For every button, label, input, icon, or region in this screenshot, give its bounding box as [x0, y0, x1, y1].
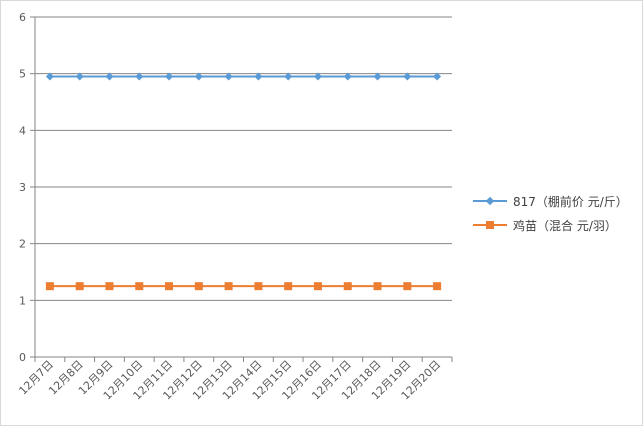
- data-point-series-2: [45, 282, 54, 291]
- data-point-series-1: [224, 72, 233, 81]
- data-point-series-2: [105, 282, 114, 291]
- data-point-series-2: [433, 282, 442, 291]
- data-point-series-1: [45, 72, 54, 81]
- data-point-series-1: [373, 72, 382, 81]
- y-tick-label: 0: [19, 351, 26, 364]
- y-tick-label: 1: [19, 294, 26, 307]
- data-point-series-2: [403, 282, 412, 291]
- legend-label-series-1: 817（棚前价 元/斤）: [513, 194, 628, 209]
- data-point-series-1: [313, 72, 322, 81]
- data-point-series-2: [313, 282, 322, 291]
- data-point-series-1: [254, 72, 263, 81]
- data-point-series-1: [433, 72, 442, 81]
- data-point-series-2: [135, 282, 144, 291]
- diamond-marker-icon: [485, 196, 495, 206]
- legend-item-series-2: 鸡苗（混合 元/羽）: [471, 213, 628, 237]
- y-tick-label: 5: [19, 68, 26, 81]
- legend: 817（棚前价 元/斤） 鸡苗（混合 元/羽）: [471, 189, 628, 237]
- data-point-series-1: [165, 72, 174, 81]
- data-point-series-1: [403, 72, 412, 81]
- legend-label-series-2: 鸡苗（混合 元/羽）: [513, 218, 617, 233]
- data-point-series-2: [343, 282, 352, 291]
- y-tick-label: 4: [19, 124, 26, 137]
- data-point-series-1: [105, 72, 114, 81]
- data-point-series-1: [135, 72, 144, 81]
- data-point-series-2: [194, 282, 203, 291]
- square-marker-icon: [486, 221, 494, 229]
- data-point-series-2: [373, 282, 382, 291]
- data-point-series-2: [254, 282, 263, 291]
- data-point-series-1: [75, 72, 84, 81]
- data-point-series-2: [165, 282, 174, 291]
- legend-swatch-series-1: [471, 196, 509, 206]
- legend-item-series-1: 817（棚前价 元/斤）: [471, 189, 628, 213]
- y-tick-label: 6: [19, 11, 26, 24]
- data-point-series-2: [75, 282, 84, 291]
- data-point-series-1: [284, 72, 293, 81]
- legend-swatch-series-2: [471, 220, 509, 230]
- data-point-series-1: [343, 72, 352, 81]
- y-tick-label: 2: [19, 238, 26, 251]
- data-point-series-2: [224, 282, 233, 291]
- data-point-series-2: [284, 282, 293, 291]
- data-point-series-1: [194, 72, 203, 81]
- y-tick-label: 3: [19, 181, 26, 194]
